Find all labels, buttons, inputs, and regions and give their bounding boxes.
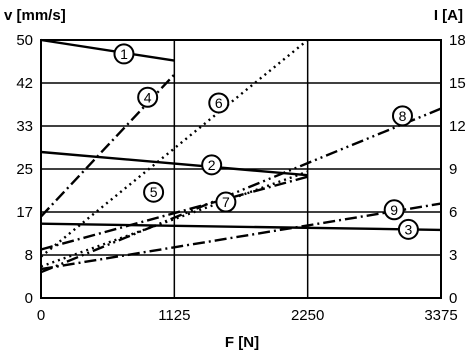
y-left-tick-label: 25 bbox=[16, 161, 33, 178]
marker-label: 9 bbox=[390, 202, 398, 218]
y-right-tick-label: 15 bbox=[449, 75, 466, 92]
x-axis-title: F [N] bbox=[225, 334, 259, 350]
y-left-tick-label: 33 bbox=[16, 118, 33, 135]
marker-circle bbox=[383, 199, 405, 221]
x-tick-label: 1125 bbox=[158, 307, 190, 324]
marker-circle bbox=[137, 86, 159, 108]
y-right-tick-label: 12 bbox=[449, 118, 466, 135]
series-marker-8: 8 bbox=[391, 105, 413, 127]
x-tick-label: 3375 bbox=[424, 307, 457, 324]
series-marker-9: 9 bbox=[383, 199, 405, 221]
y-right-tick-label: 9 bbox=[449, 161, 457, 178]
series-marker-4: 4 bbox=[137, 86, 159, 108]
y-left-tick-label: 0 bbox=[25, 290, 33, 307]
y-right-tick-label: 18 bbox=[449, 32, 466, 49]
marker-label: 7 bbox=[222, 194, 230, 210]
series-marker-3: 3 bbox=[397, 218, 419, 240]
series-line-3 bbox=[40, 222, 442, 232]
series-marker-1: 1 bbox=[113, 43, 135, 65]
series-line-7 bbox=[40, 170, 309, 268]
marker-circle bbox=[391, 105, 413, 127]
marker-circle bbox=[215, 191, 237, 213]
marker-label: 3 bbox=[405, 221, 413, 237]
marker-label: 1 bbox=[120, 46, 128, 62]
y-left-tick-label: 8 bbox=[25, 247, 33, 264]
series-line-1 bbox=[40, 38, 175, 62]
marker-circle bbox=[143, 181, 165, 203]
series-line-8 bbox=[40, 107, 442, 274]
y-right-tick-label: 3 bbox=[449, 247, 457, 264]
marker-label: 4 bbox=[144, 89, 152, 105]
series-marker-5: 5 bbox=[143, 181, 165, 203]
marker-label: 6 bbox=[215, 95, 223, 111]
series-marker-6: 6 bbox=[208, 92, 230, 114]
marker-label: 8 bbox=[399, 108, 407, 124]
y-left-tick-labels: 0 8 17 25 33 42 50 bbox=[16, 32, 33, 307]
plot-frame bbox=[40, 39, 442, 299]
marker-circle bbox=[201, 154, 223, 176]
y-right-tick-labels: 0 3 6 9 12 15 18 bbox=[449, 32, 466, 307]
y-right-tick-label: 0 bbox=[449, 290, 457, 307]
y-left-tick-label: 50 bbox=[16, 32, 33, 49]
y-left-tick-label: 17 bbox=[16, 204, 33, 221]
marker-label: 5 bbox=[150, 184, 158, 200]
series-layer bbox=[40, 38, 442, 274]
y-right-tick-label: 6 bbox=[449, 204, 457, 221]
x-tick-labels: 0 1125 2250 3375 bbox=[37, 307, 458, 324]
y-right-axis-title: I [A] bbox=[434, 7, 463, 24]
marker-label: 2 bbox=[208, 157, 216, 173]
y-left-axis-title: v [mm/s] bbox=[4, 7, 66, 24]
series-line-2 bbox=[40, 150, 308, 177]
y-left-tick-label: 42 bbox=[16, 75, 33, 92]
marker-circle bbox=[397, 218, 419, 240]
series-line-9 bbox=[40, 202, 442, 271]
series-line-5 bbox=[40, 175, 309, 251]
x-tick-label: 0 bbox=[37, 307, 45, 324]
marker-circle bbox=[113, 43, 135, 65]
marker-circle bbox=[208, 92, 230, 114]
x-tick-label: 2250 bbox=[291, 307, 324, 324]
series-marker-2: 2 bbox=[201, 154, 223, 176]
series-marker-7: 7 bbox=[215, 191, 237, 213]
series-markers: 1 4 6 8 2 5 7 93 bbox=[113, 43, 419, 240]
